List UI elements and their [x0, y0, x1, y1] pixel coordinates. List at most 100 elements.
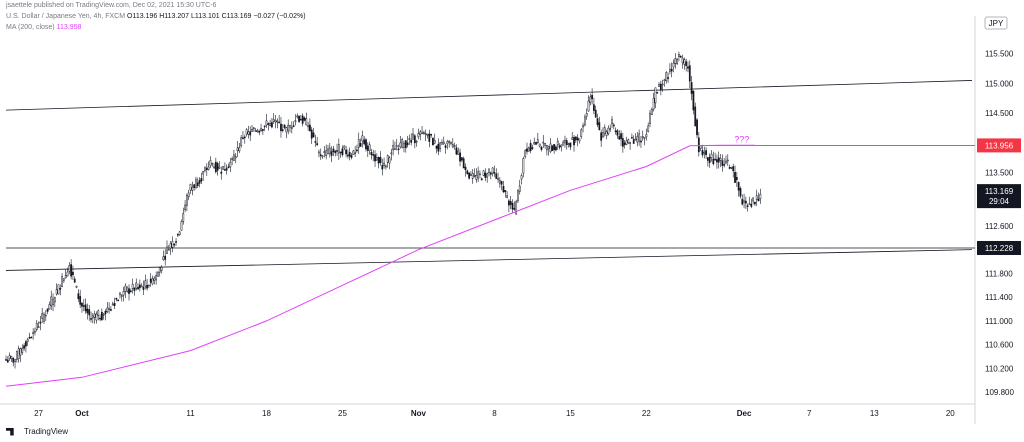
candle-body [330, 151, 333, 156]
currency-label: JPY [989, 19, 1004, 28]
candle-body [678, 53, 680, 57]
candle-body [195, 179, 197, 188]
candle-body [556, 140, 559, 146]
candle-body [8, 355, 11, 360]
candle-body [444, 145, 447, 148]
candle-body [549, 143, 552, 153]
candle-body [142, 286, 145, 290]
candle-body [439, 142, 442, 149]
candle-body [707, 157, 709, 161]
candle-body [508, 200, 510, 206]
candle-body [562, 141, 565, 146]
candle-body [710, 153, 713, 158]
candle-body [555, 146, 557, 151]
candle-body [735, 177, 738, 181]
y-tick-label: 111.800 [985, 269, 1013, 278]
candle-body [115, 297, 118, 300]
candle-body [509, 201, 512, 205]
candle-body [316, 143, 319, 145]
candle-body [325, 150, 328, 157]
candle-body [301, 115, 304, 124]
candle-body [459, 152, 461, 162]
candle-body [319, 154, 322, 157]
candle-body [72, 271, 74, 276]
candle-body [730, 166, 733, 169]
candle-body [229, 161, 232, 168]
candle-body [23, 345, 25, 349]
candle-body [307, 125, 309, 128]
candle-body [137, 287, 139, 290]
candle-body [663, 79, 666, 82]
candle-body [623, 142, 626, 145]
candle-body [475, 175, 478, 180]
candle-body [435, 145, 438, 149]
candle-body [102, 313, 105, 316]
candle-body [261, 129, 264, 131]
candle-body [674, 58, 677, 64]
indicator-line[interactable]: MA (200, close) 113.958 [6, 24, 81, 31]
candle-body [119, 292, 121, 295]
candle-body [658, 84, 660, 87]
candle-body [70, 264, 73, 277]
candle-body [725, 160, 727, 164]
candle-body [379, 157, 382, 163]
candle-body [531, 147, 534, 149]
candle-body [567, 143, 570, 145]
candle-body [728, 167, 731, 169]
candle-body [546, 145, 548, 151]
candle-body [41, 313, 44, 319]
candle-body [285, 127, 288, 133]
candle-body [553, 144, 556, 150]
candle-body [538, 143, 541, 147]
candle-body [640, 140, 642, 143]
candle-body [424, 133, 427, 135]
y-tick-label: 115.000 [985, 79, 1014, 88]
candle-body [86, 308, 89, 314]
candle-body [167, 248, 170, 251]
candle-body [289, 125, 291, 128]
last-price-label: 113.169 [985, 187, 1014, 196]
candle-body [52, 298, 54, 306]
y-tick-label: 109.800 [985, 388, 1014, 397]
candle-body [274, 120, 277, 123]
candle-body [220, 171, 223, 174]
candle-body [612, 124, 615, 127]
candle-body [254, 130, 257, 132]
tradingview-logo[interactable]: TradingView [6, 427, 68, 436]
candle-body [453, 145, 456, 147]
candle-body [415, 140, 418, 143]
candle-body [540, 146, 543, 150]
candle-body [227, 166, 230, 169]
candle-body [19, 348, 22, 356]
support-price-badge [977, 240, 1021, 255]
candle-body [314, 141, 317, 143]
ma-label: MA (200, close) [6, 24, 55, 31]
y-tick-label: 111.000 [985, 317, 1013, 326]
candle-body [6, 359, 9, 363]
candle-body [55, 289, 58, 295]
candle-body [681, 57, 684, 64]
candle-body [602, 132, 604, 138]
candle-body [202, 171, 205, 175]
candle-body [502, 186, 505, 193]
candle-body [91, 315, 94, 319]
candle-body [205, 167, 208, 170]
countdown-label: 29:04 [989, 197, 1010, 206]
tradingview-logo-icon [6, 427, 14, 436]
candle-body [699, 145, 702, 149]
candle-body [213, 166, 215, 169]
y-tick-label: 115.500 [985, 50, 1014, 59]
candle-body [486, 173, 489, 178]
candle-body [93, 313, 96, 318]
candle-body [621, 138, 624, 147]
candle-body [631, 137, 633, 139]
candle-body [614, 130, 617, 132]
candle-body [209, 160, 212, 166]
candle-body [701, 150, 704, 156]
candle-body [484, 172, 487, 178]
candle-body [25, 341, 27, 347]
candle-body [126, 286, 129, 292]
candle-body [520, 175, 523, 180]
candle-body [323, 151, 326, 153]
